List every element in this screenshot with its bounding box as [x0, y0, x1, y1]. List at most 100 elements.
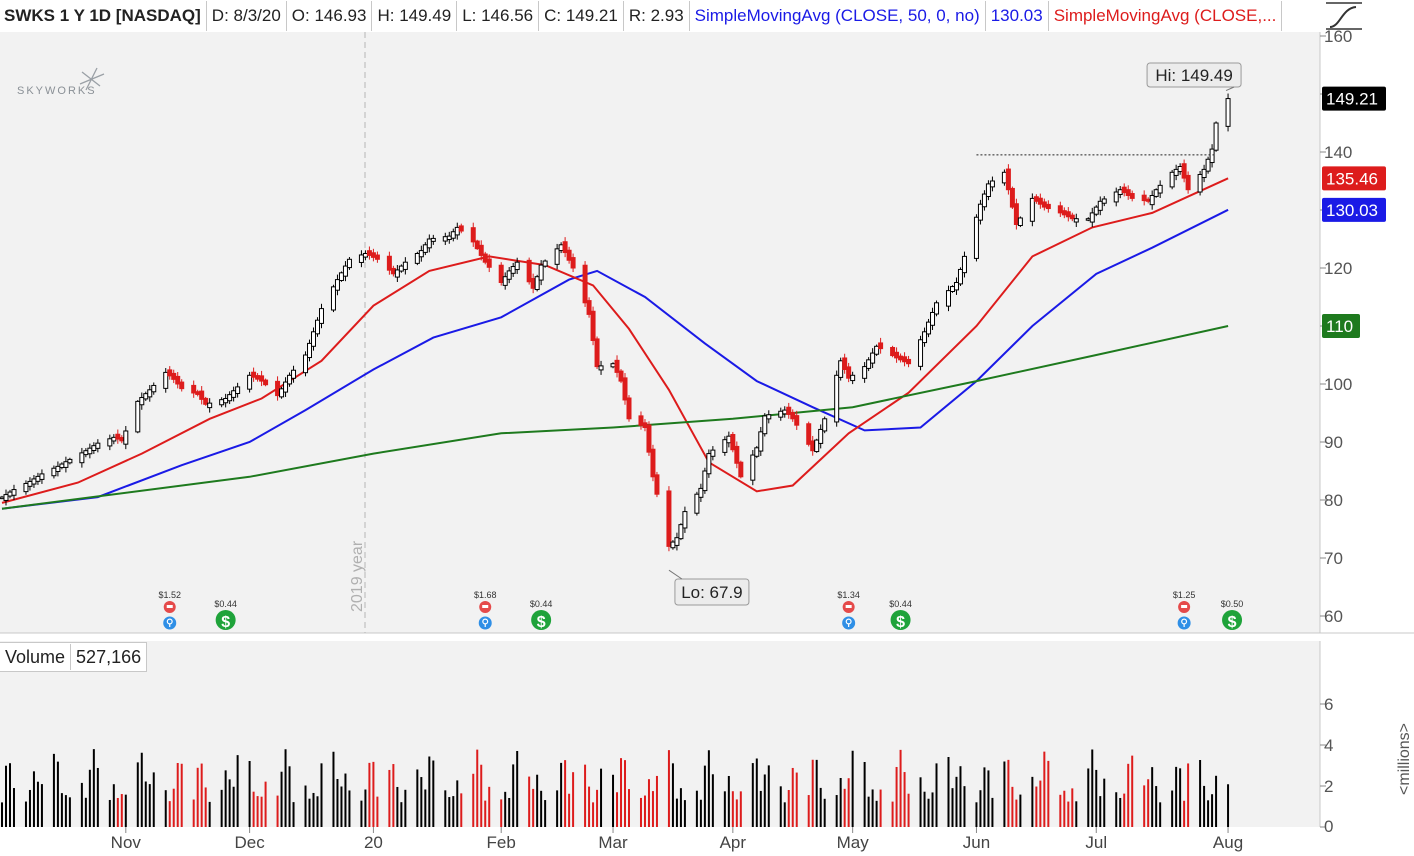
candle-body — [370, 252, 376, 258]
earnings-label: $1.25 — [1173, 590, 1196, 600]
time-tick-label: 20 — [364, 833, 383, 852]
candle-body — [570, 257, 576, 269]
candle-body — [985, 183, 991, 197]
candle-body — [738, 461, 744, 478]
candle-body — [961, 255, 967, 274]
candle-body — [1157, 184, 1163, 194]
candle-body — [167, 369, 173, 377]
candle-body — [143, 393, 149, 400]
chart-style-icon[interactable] — [1322, 0, 1366, 32]
candle-body — [1181, 163, 1187, 179]
price-panel-bg — [0, 32, 1320, 633]
candle-body — [790, 411, 796, 420]
time-tick-label: Feb — [487, 833, 516, 852]
price-tags: 149.21 135.46 130.03 110 — [1322, 86, 1386, 338]
candle-body — [107, 438, 113, 447]
candle-body — [1169, 171, 1175, 188]
candle-body — [1033, 196, 1039, 202]
candle-body — [945, 290, 951, 307]
time-axis[interactable]: Nov Dec 20 Feb Mar Apr May Jun Jul Aug — [111, 827, 1243, 852]
candle-body — [195, 391, 201, 395]
candle-body — [219, 399, 225, 406]
volume-tick-label: 2 — [1324, 777, 1333, 796]
candle-body — [35, 475, 41, 482]
candle-body — [263, 379, 269, 386]
earnings-icon-glyph — [482, 605, 489, 608]
candle-body — [1177, 166, 1183, 173]
candle-body — [510, 266, 516, 274]
candle-body — [526, 259, 532, 283]
candle-body — [418, 250, 424, 258]
candle-body — [1225, 98, 1231, 127]
candle-body — [1141, 194, 1147, 202]
candle-body — [894, 351, 900, 359]
candle-body — [1065, 211, 1071, 218]
candle-body — [235, 386, 241, 394]
candle-body — [247, 374, 253, 390]
candle-body — [151, 384, 157, 393]
candle-body — [586, 300, 592, 315]
candle-body — [878, 342, 884, 350]
candle-body — [191, 384, 197, 394]
candle-body — [1069, 214, 1075, 220]
candle-body — [874, 345, 880, 355]
sma-line-1 — [1, 177, 1229, 504]
candle-body — [386, 255, 392, 271]
candle-body — [814, 439, 820, 453]
candle-body — [1121, 186, 1127, 194]
candle-body — [362, 253, 368, 258]
candle-body — [530, 278, 536, 289]
candle-body — [390, 267, 396, 275]
candle-body — [1113, 191, 1119, 203]
candle-body — [514, 261, 520, 271]
candle-body — [1173, 168, 1179, 176]
candle-body — [618, 370, 624, 382]
candle-body — [650, 448, 656, 478]
candle-body — [1073, 218, 1079, 223]
candle-body — [534, 276, 540, 291]
candle-body — [590, 310, 596, 341]
candle-body — [259, 375, 265, 382]
candle-body — [1213, 122, 1219, 151]
time-tick-label: Mar — [598, 833, 628, 852]
candle-body — [366, 250, 372, 256]
price-tag-text-sma200: 110 — [1326, 317, 1353, 336]
candle-body — [171, 372, 177, 380]
price-axis[interactable]: 60 70 80 90 100 120 140 160 — [1320, 27, 1352, 626]
candle-body — [842, 357, 848, 371]
candle-body — [1013, 203, 1019, 225]
bulb-icon — [478, 616, 492, 630]
candle-body — [562, 241, 568, 254]
dividend-label: $0.44 — [214, 599, 237, 609]
sma-line-2 — [1, 325, 1229, 510]
candle-body — [123, 430, 129, 445]
candle-body — [314, 319, 320, 335]
candle-body — [922, 331, 928, 344]
sma50-study-label[interactable]: SimpleMovingAvg (CLOSE, 50, 0, no) — [690, 1, 986, 31]
candle-body — [918, 339, 924, 367]
price-tick-label: 120 — [1324, 259, 1352, 278]
sma20-study-label[interactable]: SimpleMovingAvg (CLOSE,... — [1049, 1, 1283, 31]
dividend-icon-glyph: $ — [1228, 614, 1237, 631]
time-tick-label: Dec — [234, 833, 265, 852]
candle-body — [1017, 217, 1023, 227]
candle-body — [283, 381, 289, 393]
candle-body — [474, 240, 480, 250]
candle-body — [758, 431, 764, 452]
price-tick-label: 70 — [1324, 549, 1343, 568]
price-tick-label: 90 — [1324, 433, 1343, 452]
candle-body — [207, 402, 213, 409]
candle-body — [1037, 197, 1043, 205]
dividend-icon — [1222, 610, 1243, 630]
range-readout: R: 2.93 — [624, 1, 690, 31]
candle-body — [147, 389, 153, 398]
candle-body — [446, 235, 452, 241]
symbol-label[interactable]: SWKS 1 Y 1D [NASDAQ] — [0, 1, 207, 31]
candle-body — [806, 423, 812, 445]
candle-body — [1093, 206, 1099, 215]
price-tick-label: 140 — [1324, 143, 1352, 162]
candle-body — [953, 282, 959, 291]
candle-body — [454, 226, 460, 236]
candle-body — [458, 225, 464, 232]
